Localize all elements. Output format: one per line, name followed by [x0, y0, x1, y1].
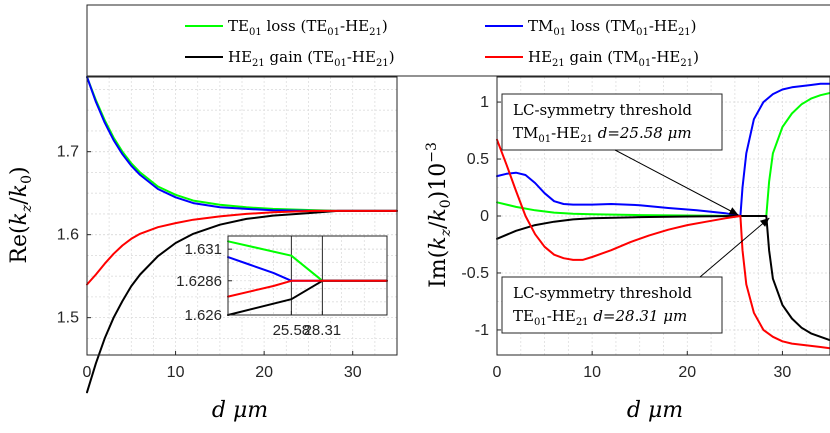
annotation-top-line2: TM01-HE21 d=25.58 μm	[513, 124, 692, 145]
inset-ytick-label: 1.626	[184, 307, 222, 324]
right-x-label: d μm	[627, 398, 683, 423]
left-series-2	[86, 209, 398, 394]
right-xtick-label: 10	[583, 364, 601, 381]
right-ytick-label: -1	[475, 322, 489, 339]
inset-ytick-label: 1.631	[184, 241, 222, 258]
inset-series-3	[227, 279, 388, 298]
right-ytick-label: -0.5	[461, 265, 489, 282]
left-ytick-label: 1.7	[57, 144, 79, 161]
legend-label-2: HE21 gain (TE01-HE21)	[228, 48, 395, 69]
left-ytick-label: 1.5	[57, 310, 79, 327]
left-chart: 0 10 20 30 1.5 1.6 1.7	[57, 76, 398, 394]
right-xtick-label: 30	[774, 364, 792, 381]
inset-xtick-label: 25.58	[273, 322, 311, 339]
right-series-3	[496, 138, 830, 350]
left-y-label: Re(kz/k0)	[7, 166, 35, 263]
inset-ytick-label: 1.6286	[176, 273, 222, 290]
left-xtick-label: 0	[83, 364, 92, 381]
left-series-3	[86, 209, 398, 286]
annotation-arrows	[614, 149, 770, 278]
left-x-label: d μm	[212, 398, 268, 423]
annotation-top-line1: LC-symmetry threshold	[513, 101, 692, 119]
legend-label-3: HE21 gain (TM01-HE21)	[528, 48, 699, 69]
left-xtick-label: 30	[344, 364, 362, 381]
right-xtick-label: 0	[493, 364, 502, 381]
annotation-bottom-line1: LC-symmetry threshold	[513, 284, 692, 302]
right-y-label: Im(kz/k0)10−3	[424, 142, 454, 288]
left-xtick-label: 20	[255, 364, 273, 381]
annotation-bottom-line2: TE01-HE21 d=28.31 μm	[513, 307, 687, 328]
annotation-top-arrow-head	[728, 207, 739, 215]
annotation-top-box	[501, 93, 723, 151]
legend-frame	[86, 4, 830, 77]
inset-xtick-label: 28.31	[304, 322, 342, 339]
inset-plot-area	[228, 236, 387, 315]
inset-axes-frame	[227, 235, 388, 316]
right-ytick-label: 0.5	[467, 151, 489, 168]
annotation-bottom-arrow-line	[699, 217, 770, 278]
legend-label-0: TE01 loss (TE01-HE21)	[228, 17, 388, 38]
legend: TE01 loss (TE01-HE21) TM01 loss (TM01-HE2…	[86, 4, 830, 77]
annotation-top-arrow-line	[614, 149, 739, 216]
right-series-2	[496, 215, 830, 342]
left-xtick-label: 10	[167, 364, 185, 381]
annotation-bottom-box	[501, 276, 723, 334]
annotation-bottom: LC-symmetry threshold TE01-HE21 d=28.31 …	[501, 276, 723, 334]
left-ytick-label: 1.6	[57, 227, 79, 244]
annotation-bottom-arrow-head	[759, 218, 770, 227]
right-series-1	[496, 82, 830, 217]
right-xtick-label: 20	[678, 364, 696, 381]
left-axes-frame	[86, 76, 398, 356]
annotation-top: LC-symmetry threshold TM01-HE21 d=25.58 …	[501, 93, 723, 151]
right-ytick-label: 1	[480, 94, 489, 111]
legend-label-1: TM01 loss (TM01-HE21)	[528, 17, 697, 38]
right-ytick-label: 0	[480, 208, 489, 225]
